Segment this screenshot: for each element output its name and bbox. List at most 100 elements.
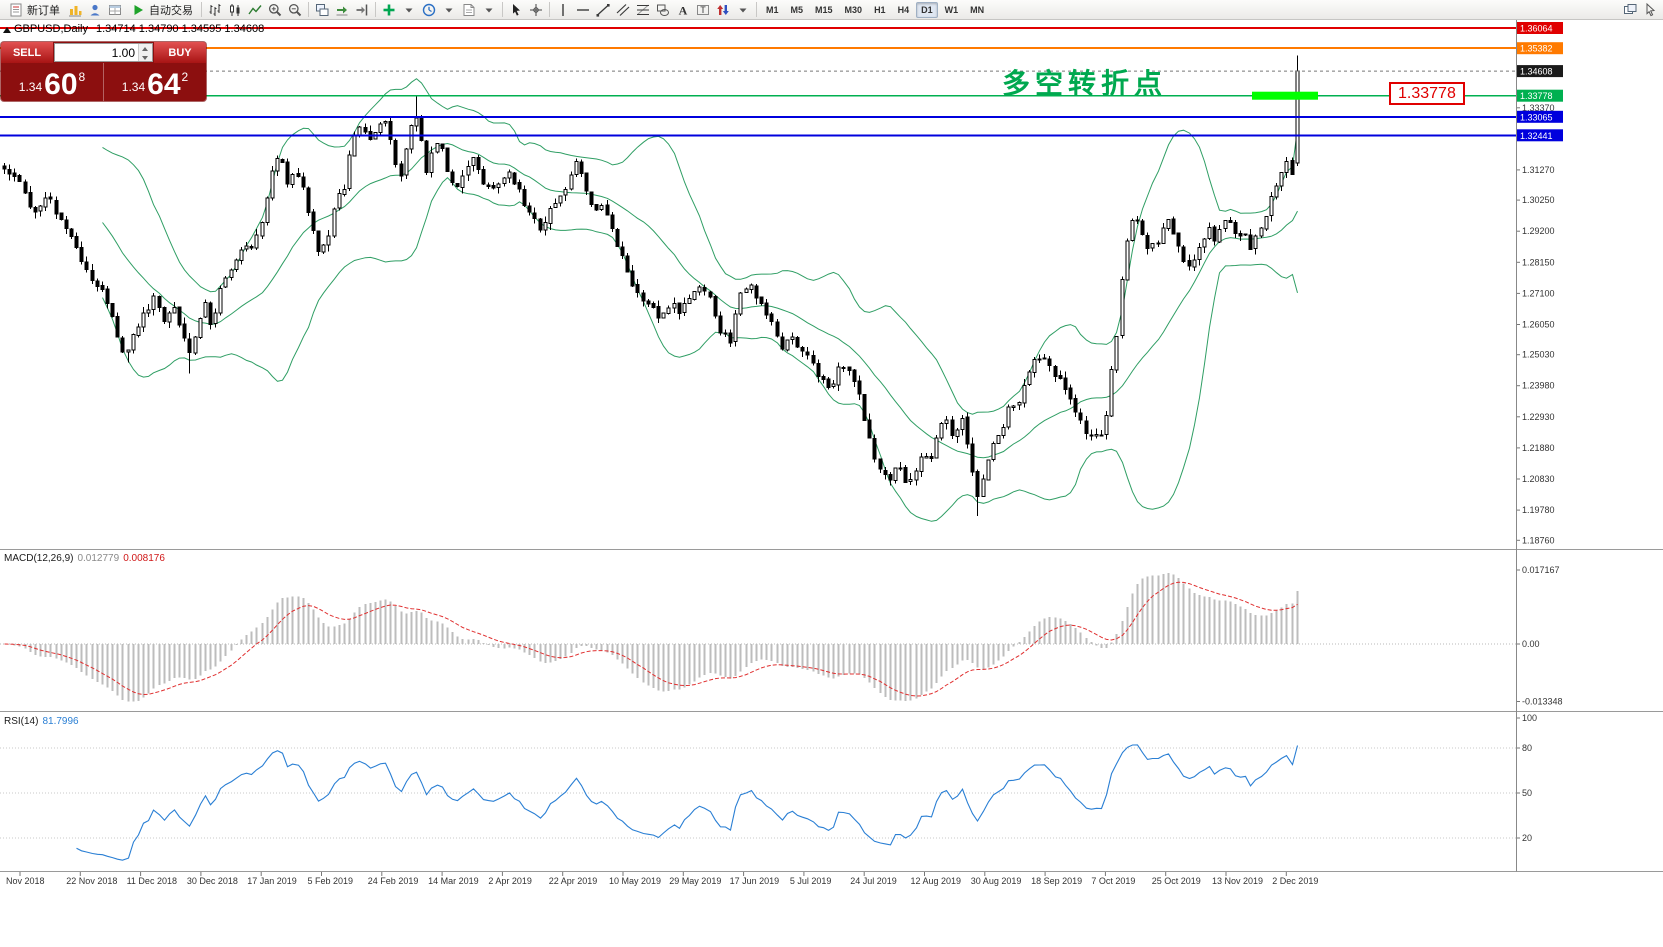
candle-body — [105, 288, 110, 304]
candle-body — [836, 366, 841, 386]
trade-panel-collapse-arrow-icon[interactable] — [3, 27, 11, 33]
auto-scroll-icon[interactable] — [332, 1, 352, 19]
candle-body — [950, 419, 955, 436]
indicators-menu-icon[interactable] — [399, 1, 419, 19]
price-line-label-box — [1517, 42, 1563, 55]
periods-menu-icon[interactable] — [439, 1, 459, 19]
timeframe-button-mn[interactable]: MN — [970, 4, 985, 15]
candle-body — [352, 135, 357, 157]
chart-symbol-period: GBPUSD,Daily — [14, 23, 88, 35]
cursor — [513, 3, 520, 16]
candle-body — [1001, 427, 1006, 437]
volume-increase-button[interactable] — [139, 44, 152, 53]
candle-body — [862, 393, 867, 421]
volume-input[interactable] — [55, 44, 138, 61]
fibonacci-icon[interactable] — [633, 1, 653, 19]
timeframe-button-m30[interactable]: M30 — [844, 4, 863, 15]
candle-body — [1047, 358, 1052, 366]
date-axis-label: 14 Mar 2019 — [428, 876, 479, 886]
arrows-menu-icon[interactable] — [733, 1, 753, 19]
arrows-icon[interactable] — [713, 1, 733, 19]
candle-body — [167, 312, 172, 323]
price-axis-label: 1.20830 — [1522, 474, 1555, 484]
sell-price-display[interactable]: 1.34 60 8 — [1, 63, 103, 101]
candle-body — [867, 419, 872, 439]
candle-body — [270, 170, 275, 199]
timeframe-button-h4[interactable]: H4 — [897, 4, 910, 15]
candle-body — [1135, 219, 1140, 222]
candle-body — [187, 338, 192, 354]
timeframe-button-m1[interactable]: M1 — [766, 4, 779, 15]
autotrade-button[interactable]: 自动交易 — [125, 1, 198, 19]
rsi-pane-title: RSI(14) 81.7996 — [4, 716, 79, 727]
text-label-icon[interactable]: T — [693, 1, 713, 19]
price-axis-label: 1.29200 — [1522, 226, 1555, 236]
channel-icon[interactable] — [613, 1, 633, 19]
candlestick-icon[interactable] — [225, 1, 245, 19]
candle-body — [213, 312, 218, 324]
chart-shift-icon[interactable] — [352, 1, 372, 19]
vertical-line-icon[interactable] — [553, 1, 573, 19]
candle-body — [893, 467, 898, 481]
cursor-icon[interactable] — [506, 1, 526, 19]
candle-body — [388, 121, 393, 141]
new-chart-icon[interactable] — [65, 1, 85, 19]
line-chart-icon[interactable] — [245, 1, 265, 19]
candlestick-series — [2, 55, 1300, 516]
candle-body — [172, 306, 177, 314]
candle-body — [1228, 219, 1233, 223]
candle-body — [481, 168, 486, 185]
horizontal-line-icon[interactable] — [573, 1, 593, 19]
text-icon[interactable]: A — [673, 1, 693, 19]
candle-body — [110, 302, 115, 317]
candle-body — [569, 174, 574, 190]
candle-body — [409, 125, 414, 150]
timeframe-button-h1[interactable]: H1 — [874, 4, 886, 15]
candle-body — [1084, 420, 1089, 435]
timeframe-button-m15[interactable]: M15 — [815, 4, 833, 15]
crosshair-icon[interactable] — [526, 1, 546, 19]
templates-icon[interactable] — [459, 1, 479, 19]
candle-body — [429, 152, 434, 173]
candle-body — [290, 174, 295, 185]
macd-main-value: 0.012779 — [77, 553, 120, 564]
price-tag-label[interactable]: 1.33778 — [1389, 82, 1465, 105]
tile-windows-icon[interactable] — [312, 1, 332, 19]
shapes-icon[interactable] — [653, 1, 673, 19]
date-axis-label: 30 Aug 2019 — [971, 876, 1022, 886]
candle-body — [589, 191, 594, 205]
bar-chart-icon[interactable] — [205, 1, 225, 19]
pointer-icon[interactable] — [1640, 1, 1660, 19]
buy-button[interactable]: BUY — [154, 42, 206, 63]
timeframe-button-d1[interactable]: D1 — [916, 1, 938, 18]
timeframe-button-w1[interactable]: W1 — [944, 4, 959, 15]
timeframe-button-m5[interactable]: M5 — [790, 4, 804, 15]
trendline-icon[interactable] — [593, 1, 613, 19]
zoom-in-icon[interactable] — [265, 1, 285, 19]
candle-body — [1099, 434, 1104, 437]
bollinger-middle — [102, 142, 1298, 459]
highlight-segment[interactable] — [1252, 91, 1318, 100]
volume-decrease-button[interactable] — [139, 52, 152, 61]
buy-price-display[interactable]: 1.34 64 2 — [104, 63, 206, 101]
indicators-icon[interactable] — [379, 1, 399, 19]
sell-button[interactable]: SELL — [1, 42, 53, 63]
docking-icon[interactable] — [1620, 1, 1640, 19]
candle-body — [1187, 260, 1192, 267]
candle-body — [59, 212, 64, 220]
candle-body — [208, 302, 213, 325]
date-axis-label: 25 Oct 2019 — [1152, 876, 1201, 886]
autotrade-button-label: 自动交易 — [149, 4, 193, 17]
profiles-icon[interactable] — [85, 1, 105, 19]
data-window-icon[interactable] — [105, 1, 125, 19]
periods-icon[interactable] — [419, 1, 439, 19]
templates-menu-icon[interactable] — [479, 1, 499, 19]
candle-body — [285, 161, 290, 185]
zoom-out-icon[interactable] — [285, 1, 305, 19]
candle-body — [692, 290, 697, 300]
new-order-button[interactable]: 新订单 — [3, 1, 65, 19]
candle-body — [249, 245, 254, 249]
candle-body — [687, 298, 692, 305]
chart-annotation-text[interactable]: 多空转折点 — [1002, 68, 1168, 99]
toolbar-separator — [375, 2, 376, 17]
